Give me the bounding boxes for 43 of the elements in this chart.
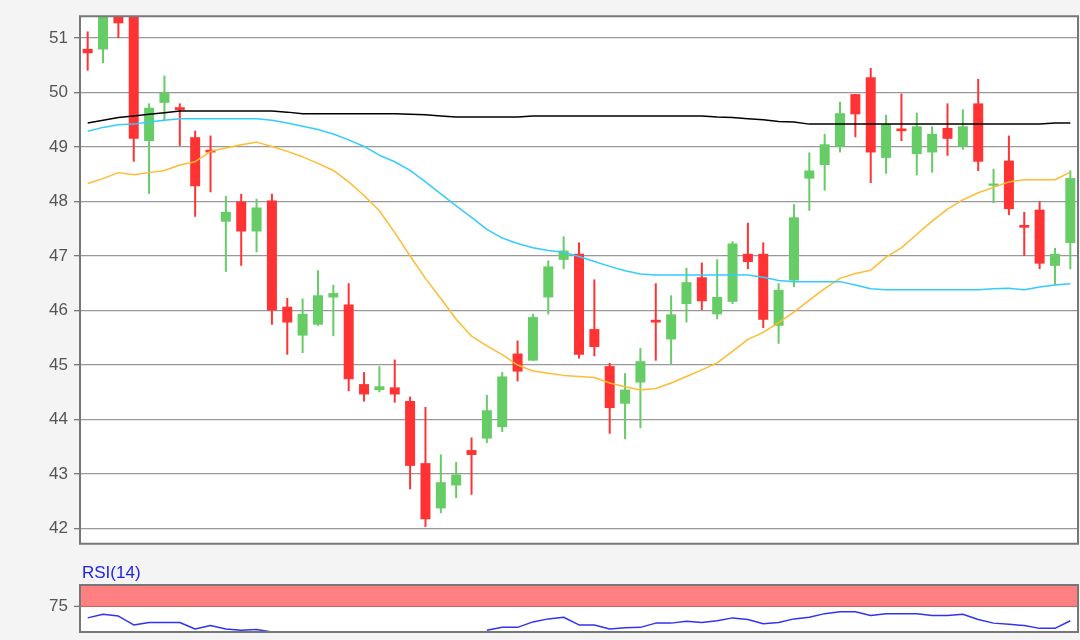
candlestick — [850, 93, 861, 139]
candlestick — [819, 132, 830, 192]
candlestick — [512, 339, 523, 383]
y-tick-label: 50 — [49, 82, 68, 102]
candlestick — [589, 278, 600, 358]
candlestick — [359, 371, 370, 403]
candlestick — [159, 74, 170, 122]
y-tick-label: 43 — [49, 463, 68, 483]
candlestick — [742, 221, 753, 271]
candlestick — [804, 151, 815, 212]
y-tick-label: 44 — [49, 409, 68, 429]
candlestick — [1019, 210, 1030, 258]
y-tick-label: 46 — [49, 300, 68, 320]
candlestick — [466, 436, 477, 496]
candlestick — [942, 102, 953, 157]
candlestick — [282, 296, 293, 356]
candlestick — [328, 283, 339, 338]
candlestick — [374, 365, 385, 394]
candlestick — [957, 108, 968, 151]
y-tick-label: 49 — [49, 136, 68, 156]
y-tick-label: 48 — [49, 191, 68, 211]
candlestick — [389, 358, 400, 404]
text: 75 — [49, 596, 68, 616]
candlestick — [896, 92, 907, 143]
candlestick — [650, 282, 661, 362]
candlestick — [82, 30, 93, 72]
candlestick — [297, 297, 308, 355]
y-tick-label: 45 — [49, 354, 68, 374]
candlestick — [174, 102, 185, 147]
candlestick — [696, 261, 707, 311]
candlestick — [1049, 246, 1060, 286]
candlestick — [927, 125, 938, 174]
candlestick — [220, 195, 231, 273]
candlestick — [635, 347, 646, 430]
y-tick-label: 51 — [49, 27, 68, 47]
chart-title: RSI(14) — [82, 563, 141, 583]
candlestick — [681, 267, 692, 324]
candlestick — [712, 258, 723, 321]
candlestick — [251, 197, 262, 254]
y-tick-label: 47 — [49, 245, 68, 265]
candlestick — [451, 461, 462, 500]
y-tick-label: 42 — [49, 518, 68, 538]
candlestick — [620, 372, 631, 441]
